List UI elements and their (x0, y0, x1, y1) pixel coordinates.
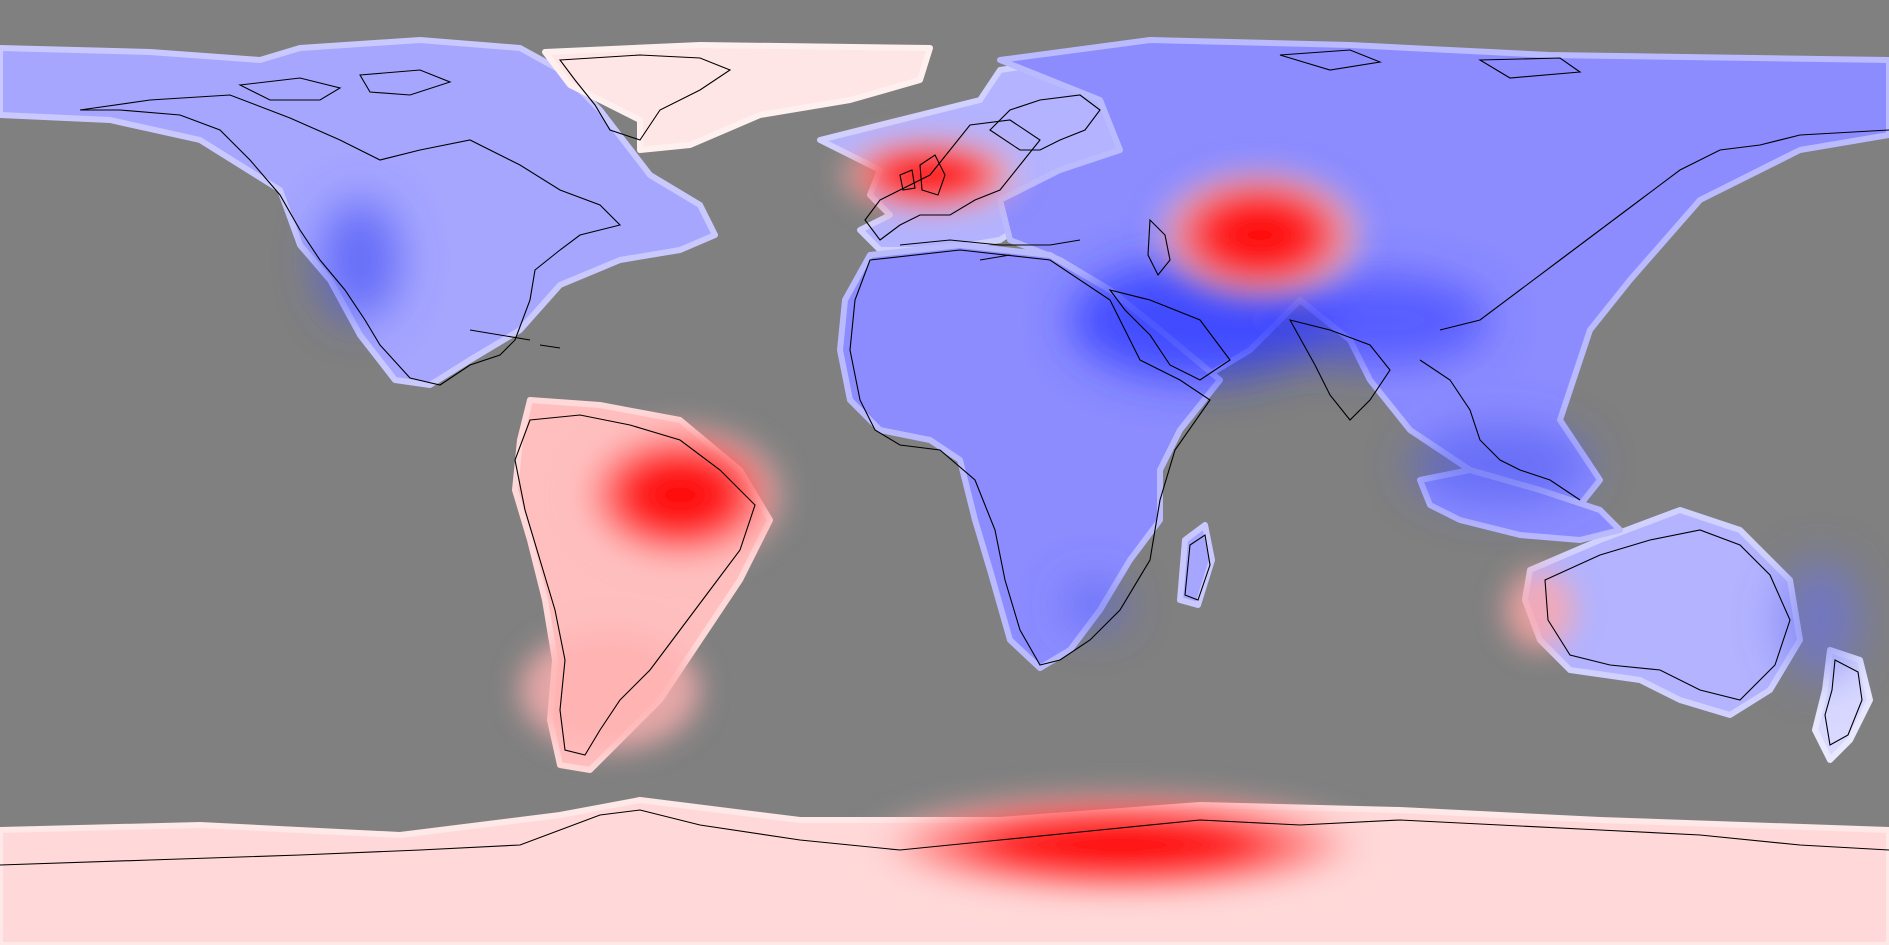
coldspot-south-asia (1270, 275, 1490, 365)
coastline-antarctica (0, 809, 1889, 866)
coldspot-rockies (320, 200, 400, 320)
hotspot-antarctic-peninsula (860, 790, 1380, 900)
coastline-southeast-asia (1419, 359, 1581, 501)
region-greenland (542, 42, 933, 153)
coldspot-southern-africa (1065, 583, 1125, 627)
coastline-arabia (1108, 289, 1231, 381)
coastline-arctic-islands (238, 49, 1582, 101)
coastline-east-asia (1439, 129, 1889, 331)
coldspot-indonesia (1410, 425, 1590, 505)
coastline-north-america (79, 94, 622, 386)
coastline-british-isles (899, 154, 946, 196)
coastline-india (1288, 319, 1391, 421)
coastlines (0, 49, 1889, 866)
coastline-madagascar (1184, 534, 1211, 601)
anomaly-overlay (320, 135, 1860, 900)
coastline-europe (864, 119, 1041, 241)
region-madagascar (1177, 522, 1215, 608)
coastline-south-america (514, 414, 756, 756)
coastline-caspian (1147, 218, 1171, 277)
coastline-greenland (558, 54, 732, 141)
coastline-africa (849, 249, 1211, 666)
coastline-caribbean (469, 329, 561, 349)
coastline-new-zealand (1824, 659, 1863, 746)
coastline-mediterranean (899, 239, 1081, 261)
hotspot-central-asia (1150, 165, 1370, 305)
hotspot-amazon (570, 420, 790, 570)
warm-west-australia (1505, 570, 1575, 650)
warm-patagonia (520, 630, 700, 750)
coldspot-south-pacific (1780, 560, 1860, 680)
coastline-australia (1544, 529, 1791, 701)
coastline-scandinavia (989, 94, 1101, 151)
